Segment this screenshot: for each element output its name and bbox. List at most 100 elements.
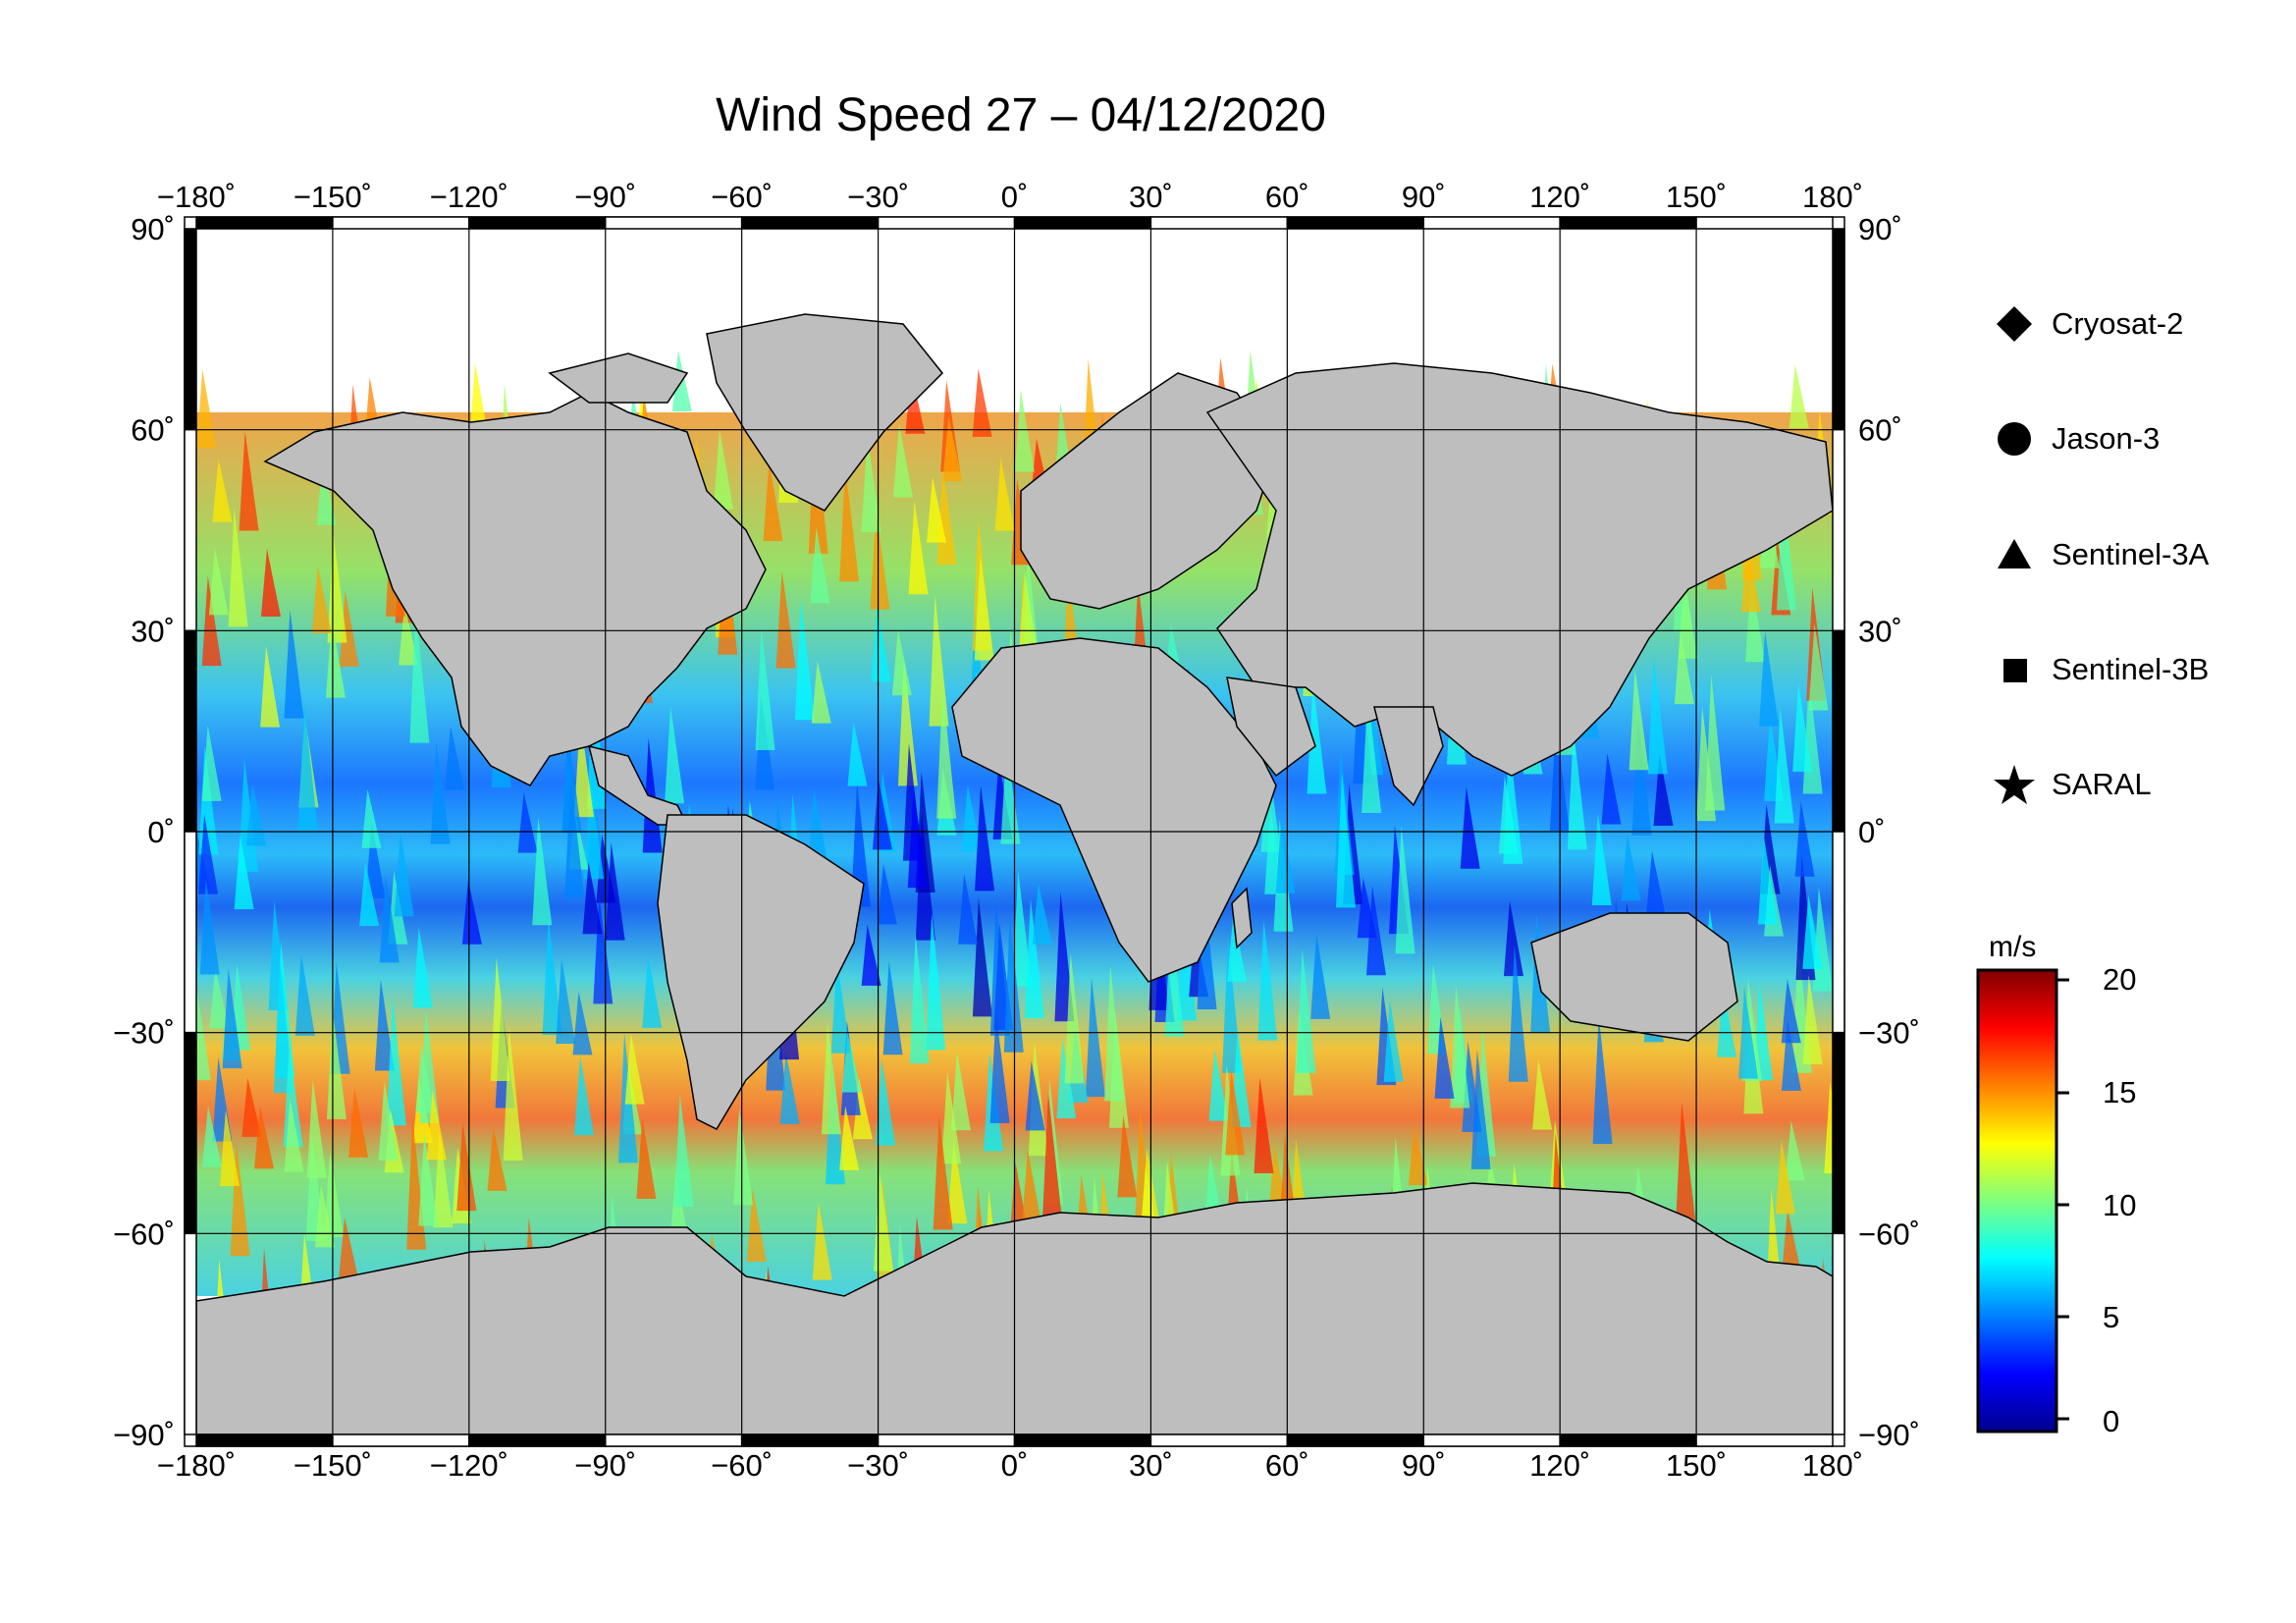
swath-segment <box>636 1117 657 1199</box>
swath-segment <box>196 369 217 449</box>
swath-segment <box>989 1011 1010 1123</box>
legend-item-saral: SARAL <box>1993 760 2152 809</box>
swath-segment <box>907 787 928 889</box>
swath-segment <box>361 788 382 848</box>
swath-segment <box>445 726 465 790</box>
swath-segment <box>839 466 860 582</box>
swath-segment <box>926 913 946 1051</box>
swath-segment <box>775 570 796 669</box>
swath-segment <box>1824 1080 1833 1174</box>
frame-segment <box>184 1232 197 1435</box>
swath-segment <box>222 968 242 1069</box>
swath-segment <box>1621 834 1641 901</box>
swath-segment <box>1254 1077 1274 1174</box>
frame-segment <box>1013 216 1152 230</box>
swath-segment <box>1705 674 1726 811</box>
legend-label: Cryosat-2 <box>2052 306 2184 341</box>
frame-segment <box>1422 216 1561 230</box>
lat-tick-label-left: 0˚ <box>147 815 175 849</box>
swath-segment <box>1678 580 1698 659</box>
swath-segment <box>673 1094 694 1207</box>
frame-segment <box>877 216 1016 230</box>
legend-label: Jason-3 <box>2052 421 2161 456</box>
swath-segment <box>755 626 775 750</box>
lon-tick-label-bottom: 60˚ <box>1265 1448 1309 1483</box>
frame-segment <box>1286 1434 1425 1447</box>
swath-segment <box>1775 1140 1795 1215</box>
swath-segment <box>260 548 281 618</box>
lon-tick-label-bottom: 120˚ <box>1529 1448 1590 1483</box>
swath-segment <box>1117 1114 1138 1198</box>
swath-segment <box>891 629 912 696</box>
swath-segment <box>1676 1102 1696 1221</box>
lon-tick-label-top: 180˚ <box>1802 180 1863 214</box>
swath-segment <box>839 1106 860 1170</box>
graticule <box>196 229 1833 1434</box>
swath-segment <box>1470 1049 1491 1169</box>
swath-segment <box>1802 893 1823 969</box>
lat-tick-label-left: 60˚ <box>131 413 175 448</box>
swath-segment <box>254 1106 275 1169</box>
frame-segment <box>1832 831 1845 1034</box>
frame-segment <box>1559 216 1697 230</box>
swath-segment <box>624 1032 645 1105</box>
swath-segment <box>1591 813 1612 906</box>
swath-segment <box>386 996 406 1126</box>
swath-segment <box>605 842 625 941</box>
swath-segment <box>1310 933 1331 1019</box>
swath-segment <box>234 835 254 910</box>
lon-tick-label-top: 150˚ <box>1666 180 1727 214</box>
frame-segment <box>332 1434 470 1447</box>
swath-segment <box>974 554 994 661</box>
colorbar <box>1976 968 2069 1434</box>
lon-tick-label-top: −90˚ <box>574 180 636 214</box>
swath-segment <box>202 1105 223 1167</box>
frame-segment <box>332 216 470 230</box>
swath-segment <box>348 1088 369 1158</box>
legend-label: Sentinel-3B <box>2052 652 2210 686</box>
swath-segment <box>852 1077 873 1140</box>
lat-tick-label-left: −90˚ <box>113 1418 175 1452</box>
lon-tick-label-top: −150˚ <box>294 180 372 214</box>
frame-segment <box>1149 1434 1289 1447</box>
swath-segment <box>871 605 891 682</box>
lon-tick-label-bottom: 150˚ <box>1666 1448 1727 1483</box>
swath-segment <box>746 1188 767 1262</box>
lon-tick-label-bottom: 0˚ <box>1001 1448 1029 1483</box>
swath-segment <box>284 610 304 719</box>
swath-segment <box>212 459 233 522</box>
frame-segment <box>184 1031 197 1235</box>
legend-label: SARAL <box>2052 767 2152 801</box>
lon-tick-label-bottom: 180˚ <box>1802 1448 1863 1483</box>
swath-segment <box>779 1052 800 1124</box>
swath-segment <box>556 958 576 1044</box>
lon-tick-label-bottom: −30˚ <box>847 1448 909 1483</box>
swath-segment <box>1645 850 1666 917</box>
swath-segment <box>909 933 930 1064</box>
swath-segment <box>1567 728 1587 850</box>
swath-segment <box>950 1051 971 1131</box>
legend-item-jason-3: Jason-3 <box>1993 414 2160 463</box>
map-frame <box>184 216 1845 1447</box>
lon-tick-label-bottom: 90˚ <box>1402 1448 1446 1483</box>
frame-segment <box>1013 1434 1152 1447</box>
lon-tick-label-top: −30˚ <box>847 180 909 214</box>
lat-tick-label-right: 30˚ <box>1858 614 1902 648</box>
circle-icon <box>1993 417 2036 460</box>
swath-segment <box>870 512 890 610</box>
frame-segment <box>468 216 607 230</box>
swath-segment <box>208 547 229 616</box>
swath-segment <box>325 619 346 698</box>
frame-segment <box>1695 1434 1834 1447</box>
colorbar-tick: 10 <box>2103 1188 2137 1222</box>
lon-tick-label-top: −60˚ <box>711 180 773 214</box>
swath-segment <box>199 879 220 975</box>
swath-segment <box>972 897 992 1017</box>
swath-segment <box>426 1089 447 1161</box>
swath-segment <box>1257 920 1278 1041</box>
swath-segment <box>1740 545 1761 613</box>
swath-segment <box>1014 389 1035 472</box>
swath-segment <box>490 957 510 1081</box>
lat-tick-label-left: 30˚ <box>131 614 175 648</box>
lon-tick-label-bottom: −180˚ <box>157 1448 236 1483</box>
